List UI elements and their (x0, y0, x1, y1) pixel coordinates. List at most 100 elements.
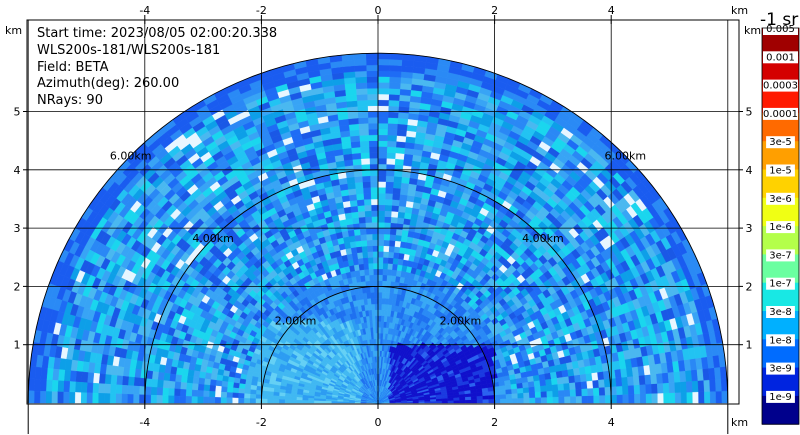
scan-cell (365, 227, 373, 235)
scan-cell (369, 286, 375, 293)
scan-cell (622, 385, 629, 395)
scan-cell (356, 199, 365, 207)
scan-cell (533, 380, 541, 387)
scan-cell (386, 152, 396, 159)
scan-cell (575, 395, 583, 404)
scan-cell (368, 134, 379, 142)
scan-cell (667, 371, 675, 383)
scan-cell (374, 321, 379, 328)
scan-cell (358, 123, 369, 130)
scan-cell (353, 53, 367, 61)
scan-cell (384, 198, 393, 206)
scan-cell (453, 399, 460, 404)
scan-cell (650, 373, 658, 385)
scan-cell (366, 76, 379, 83)
scan-cell (367, 122, 379, 130)
scan-cell (529, 397, 536, 404)
scan-cell (389, 64, 402, 72)
scan-cell (534, 391, 542, 398)
scan-cell (358, 216, 366, 224)
scan-cell (350, 211, 359, 219)
scan-cell (470, 399, 478, 404)
scan-cell (505, 393, 513, 399)
scan-cell (639, 393, 647, 404)
scan-cell (347, 111, 359, 120)
scan-cell (377, 192, 386, 200)
scan-cell (360, 152, 370, 159)
scan-cell (354, 64, 367, 72)
scan-cell (715, 378, 723, 392)
scan-cell (377, 262, 384, 270)
scan-cell (540, 396, 548, 404)
scan-cell (592, 379, 600, 389)
scan-cell (386, 268, 393, 276)
scan-cell (385, 181, 394, 189)
scan-cell (587, 395, 594, 404)
scan-cell (373, 280, 379, 287)
scan-cell (550, 377, 558, 385)
scan-cell (377, 187, 386, 194)
scan-cell (628, 393, 635, 404)
scan-cell (381, 292, 386, 299)
scan-cell (361, 169, 371, 177)
scan-cell (384, 303, 389, 311)
scan-cell (367, 262, 374, 270)
scan-cell (365, 233, 373, 241)
scan-cell (370, 187, 379, 194)
scan-cell (377, 286, 383, 293)
scan-cell (586, 380, 594, 389)
scan-cell (570, 395, 577, 404)
scan-cell (517, 392, 524, 399)
scan-cell (391, 199, 400, 207)
scan-cell (546, 396, 554, 404)
scan-cell (494, 394, 501, 400)
scan-cell (616, 394, 624, 404)
scan-cell (389, 70, 402, 78)
scan-cell (386, 134, 397, 142)
scan-cell (370, 204, 379, 211)
scan-cell (569, 382, 576, 390)
scan-cell (563, 382, 571, 391)
scan-cell (355, 187, 364, 195)
scan-cell (638, 374, 646, 385)
scan-cell (395, 141, 406, 149)
scan-cell (361, 175, 371, 183)
scan-cell (395, 228, 403, 236)
scan-cell (368, 146, 379, 153)
scan-cell (350, 205, 359, 213)
scan-cell (367, 105, 379, 112)
scan-cell (347, 117, 359, 125)
scan-cell (359, 134, 370, 142)
scan-cell (459, 399, 466, 404)
scan-cell (476, 399, 484, 404)
scan-cell (388, 82, 401, 90)
scan-cell (704, 391, 711, 404)
scan-cell (360, 158, 370, 165)
scan-cell (604, 386, 612, 396)
scan-cell (381, 286, 387, 293)
scan-cell (366, 87, 379, 95)
scan-cell (366, 239, 373, 247)
scan-cell (389, 58, 403, 66)
scan-cell (371, 216, 379, 223)
scan-cell (669, 392, 676, 404)
scan-cell (383, 309, 389, 317)
scan-cell (377, 245, 384, 252)
scan-cell (587, 387, 594, 396)
scan-cell (651, 392, 659, 404)
scan-cell (385, 175, 395, 183)
scan-cell (377, 76, 390, 83)
scan-cell (568, 375, 576, 384)
scan-cell (563, 389, 571, 397)
scan-cell (373, 286, 379, 293)
scan-cell (579, 373, 587, 382)
scan-cell (346, 176, 356, 184)
scan-cell (389, 228, 397, 236)
scan-cell (645, 393, 653, 404)
scan-cell (384, 210, 392, 218)
scan-cell (382, 268, 388, 276)
scan-cell (371, 222, 379, 229)
scan-cell (357, 210, 366, 218)
scan-cell (598, 386, 606, 396)
